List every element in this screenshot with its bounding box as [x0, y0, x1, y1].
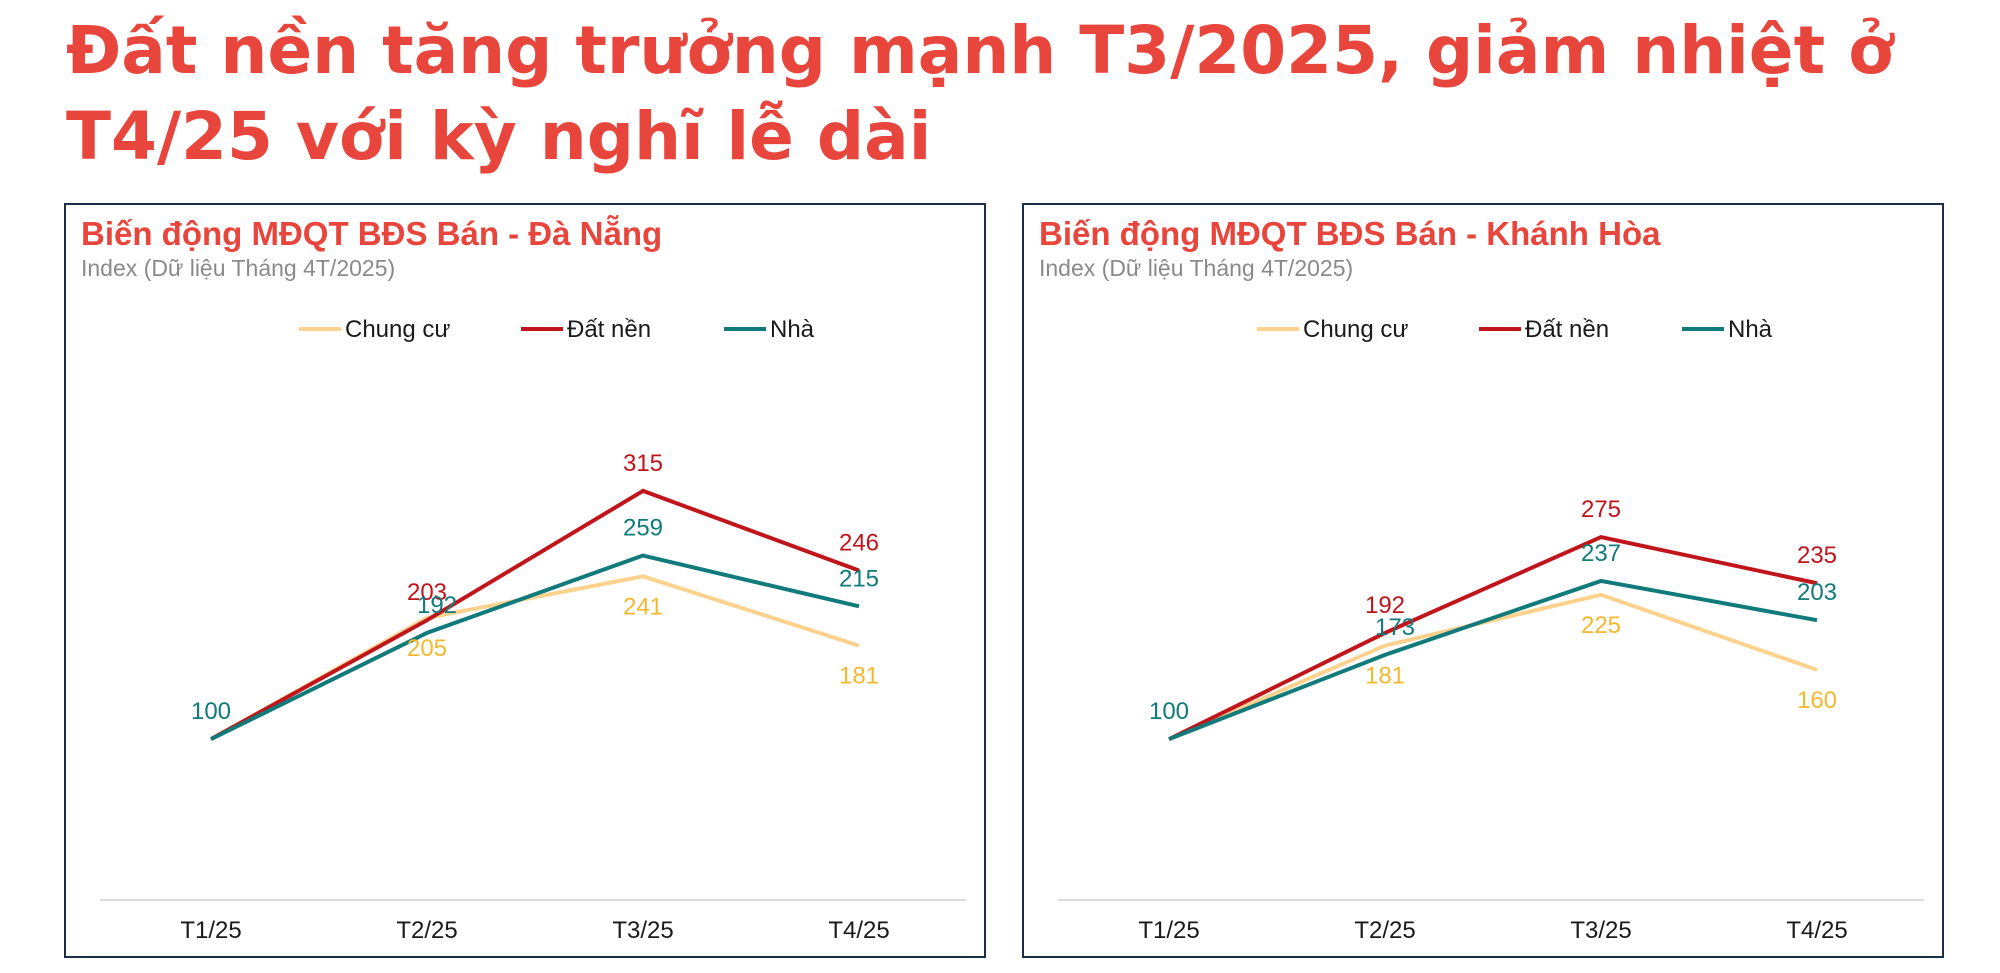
legend-label-chung-cu: Chung cư: [1303, 316, 1408, 343]
data-label-nha: 192: [417, 592, 457, 619]
series-line-dat-nen: [210, 488, 860, 741]
chart-panel-da-nang: Biến động MĐQT BĐS Bán - Đà Nẵng Index (…: [64, 203, 986, 958]
series-line-nha: [1168, 578, 1818, 741]
line-chart-khanh-hoa: Chung cư Đất nền Nhà T1/25 T2/25 T3/25 T4/25 18…: [1058, 316, 1924, 944]
legend-label-nha: Nhà: [1728, 316, 1773, 343]
series-line-dat-nen: [1168, 534, 1818, 741]
data-label-nha: 100: [1149, 698, 1189, 725]
data-label-chung-cu: 181: [839, 663, 879, 690]
data-label-chung-cu: 205: [407, 635, 447, 662]
data-label-nha: 237: [1581, 540, 1621, 567]
chart-panel-khanh-hoa: Biến động MĐQT BĐS Bán - Khánh Hòa Index…: [1022, 203, 1944, 958]
x-tick-label: T2/25: [1354, 917, 1415, 944]
data-label-chung-cu: 241: [623, 593, 663, 620]
legend-label-chung-cu: Chung cư: [345, 316, 450, 343]
chart-subtitle: Index (Dữ liệu Tháng 4T/2025): [1039, 255, 1354, 281]
x-tick-label: T3/25: [612, 917, 673, 944]
data-label-dat-nen: 235: [1797, 542, 1837, 569]
data-label-chung-cu: 225: [1581, 612, 1621, 639]
x-tick-label: T1/25: [1138, 917, 1199, 944]
data-label-chung-cu: 181: [1365, 663, 1405, 690]
x-tick-label: T2/25: [396, 917, 457, 944]
chart-title: Biến động MĐQT BĐS Bán - Đà Nẵng: [81, 215, 663, 252]
line-chart-da-nang: Chung cư Đất nền Nhà T1/25 T2/25 T3/25 T4/25 20…: [100, 316, 966, 944]
series-line-chung-cu: [1168, 592, 1818, 741]
series-line-nha: [210, 553, 860, 741]
data-label-dat-nen: 275: [1581, 496, 1621, 523]
page-headline: Đất nền tăng trưởng mạnh T3/2025, giảm n…: [66, 12, 1894, 175]
x-tick-label: T1/25: [180, 917, 241, 944]
data-label-chung-cu: 160: [1797, 687, 1837, 714]
series-line-chung-cu: [210, 574, 860, 741]
chart-title: Biến động MĐQT BĐS Bán - Khánh Hòa: [1039, 215, 1661, 252]
data-label-nha: 215: [839, 565, 879, 592]
data-label-nha: 173: [1375, 614, 1415, 641]
data-label-dat-nen: 192: [1365, 592, 1405, 619]
x-tick-label: T4/25: [1786, 917, 1847, 944]
x-tick-label: T3/25: [1570, 917, 1631, 944]
data-label-dat-nen: 246: [839, 530, 879, 557]
legend-label-dat-nen: Đất nền: [567, 316, 651, 343]
data-label-dat-nen: 203: [407, 579, 447, 606]
chart-subtitle: Index (Dữ liệu Tháng 4T/2025): [81, 255, 396, 281]
data-label-nha: 203: [1797, 579, 1837, 606]
data-label-nha: 100: [191, 698, 231, 725]
x-tick-label: T4/25: [828, 917, 889, 944]
legend-label-nha: Nhà: [770, 316, 815, 343]
legend-label-dat-nen: Đất nền: [1525, 316, 1609, 343]
data-label-nha: 259: [623, 515, 663, 542]
data-label-dat-nen: 315: [623, 450, 663, 477]
